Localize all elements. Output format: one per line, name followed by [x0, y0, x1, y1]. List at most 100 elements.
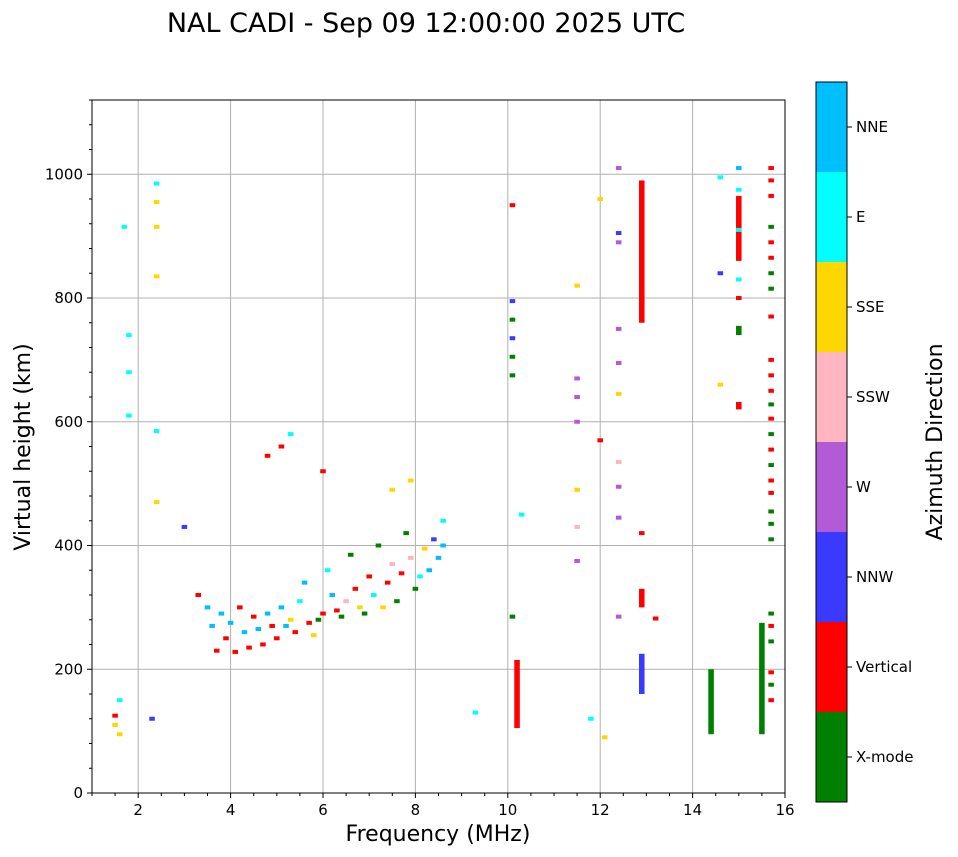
echo-point [334, 608, 340, 613]
plot-area: 2 4 6 8 10 12 14 16 0 200 400 600 800 1000 [45, 99, 795, 819]
x-tick-label: 12 [591, 801, 610, 819]
y-tick-label: 0 [73, 784, 83, 802]
echo-point [768, 357, 774, 362]
echo-point [301, 580, 308, 585]
echo-point [394, 599, 400, 604]
echo-point [421, 546, 428, 551]
colorbar-label: Vertical [856, 658, 912, 676]
echo-point [574, 487, 580, 492]
echo-column [639, 653, 645, 694]
y-tick-label: 800 [54, 289, 83, 307]
echo-point [153, 500, 160, 505]
y-tick-label: 1000 [45, 165, 83, 183]
echo-point [320, 469, 326, 474]
echo-point [574, 376, 580, 381]
x-tick-label: 14 [683, 801, 702, 819]
echo-point [260, 642, 266, 647]
echo-point [615, 515, 622, 520]
echo-column [736, 401, 742, 410]
echo-point [509, 614, 516, 619]
echo-point [768, 314, 774, 319]
echo-point [380, 605, 386, 610]
colorbar-title: Azimuth Direction [923, 343, 948, 540]
colorbar-label: E [856, 208, 865, 226]
echo-point [366, 574, 372, 579]
echo-point [209, 623, 215, 628]
echo-point [287, 617, 294, 622]
colorbar-segment [816, 442, 847, 532]
echo-point [389, 562, 396, 567]
echo-point [112, 713, 118, 718]
colorbar-label: SSW [856, 388, 890, 406]
echo-point [435, 555, 442, 560]
echo-point [274, 636, 280, 641]
echo-point [315, 617, 322, 622]
echo-point [431, 537, 437, 542]
echo-point [121, 224, 128, 229]
echo-point [181, 524, 188, 529]
data-marks [112, 166, 774, 740]
y-tick-label: 400 [54, 537, 83, 555]
echo-point [574, 558, 580, 563]
echo-point [153, 274, 160, 279]
x-tick-label: 16 [775, 801, 794, 819]
colorbar-label: NNE [856, 118, 888, 136]
echo-point [736, 296, 742, 300]
echo-point [255, 627, 262, 632]
x-tick-label: 6 [318, 801, 328, 819]
echo-point [320, 611, 326, 616]
colorbar-segment [816, 82, 847, 172]
echo-point [153, 224, 160, 229]
echo-column [736, 325, 742, 336]
colorbar-segment [816, 532, 847, 622]
echo-point [574, 283, 580, 288]
echo-point [227, 620, 234, 625]
echo-point [310, 633, 317, 638]
echo-point [615, 391, 622, 396]
echo-point [768, 432, 774, 437]
echo-point [768, 537, 774, 542]
echo-point [615, 326, 622, 331]
echo-point [615, 484, 622, 489]
echo-point [736, 187, 742, 192]
echo-point [615, 360, 622, 365]
echo-point [278, 605, 285, 610]
echo-point [218, 611, 225, 616]
echo-point [338, 614, 345, 619]
colorbar-segment [816, 622, 847, 712]
echo-point [126, 413, 132, 418]
echo-point [375, 543, 382, 548]
echo-point [717, 175, 724, 180]
echo-point [357, 605, 363, 610]
echo-point [597, 438, 603, 443]
echo-point [237, 605, 243, 610]
y-tick-label: 200 [54, 660, 83, 678]
echo-point [287, 432, 294, 437]
echo-point [509, 373, 516, 378]
echo-point [717, 382, 724, 387]
echo-point [768, 178, 774, 183]
colorbar-frame [815, 81, 848, 803]
echo-point [126, 333, 132, 338]
echo-point [361, 611, 368, 616]
echo-point [768, 255, 774, 260]
echo-point [241, 630, 248, 635]
echo-point [768, 388, 774, 393]
echo-point [509, 203, 516, 208]
echo-point [768, 509, 774, 514]
echo-point [408, 555, 414, 560]
echo-point [472, 710, 479, 715]
x-tick-label: 10 [498, 801, 517, 819]
echo-point [615, 166, 622, 171]
echo-point [768, 224, 774, 229]
echo-point [509, 336, 516, 341]
echo-point [509, 354, 516, 359]
echo-point [768, 611, 774, 616]
echo-point [615, 459, 622, 464]
grid-lines [92, 100, 786, 794]
echo-point [518, 512, 525, 517]
echo-point [574, 395, 580, 399]
colorbar-label: X-mode [856, 748, 913, 766]
echo-point [329, 593, 336, 597]
